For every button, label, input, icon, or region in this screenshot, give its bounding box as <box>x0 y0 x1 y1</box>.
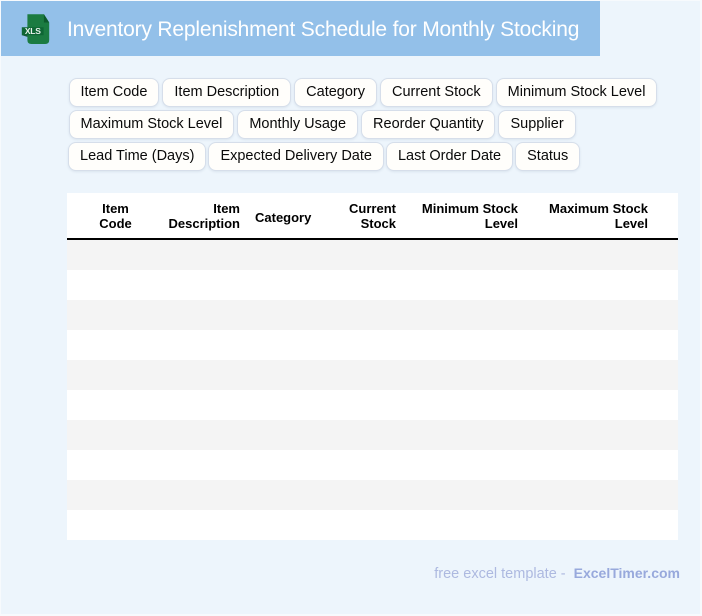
svg-text:XLS: XLS <box>25 26 41 36</box>
